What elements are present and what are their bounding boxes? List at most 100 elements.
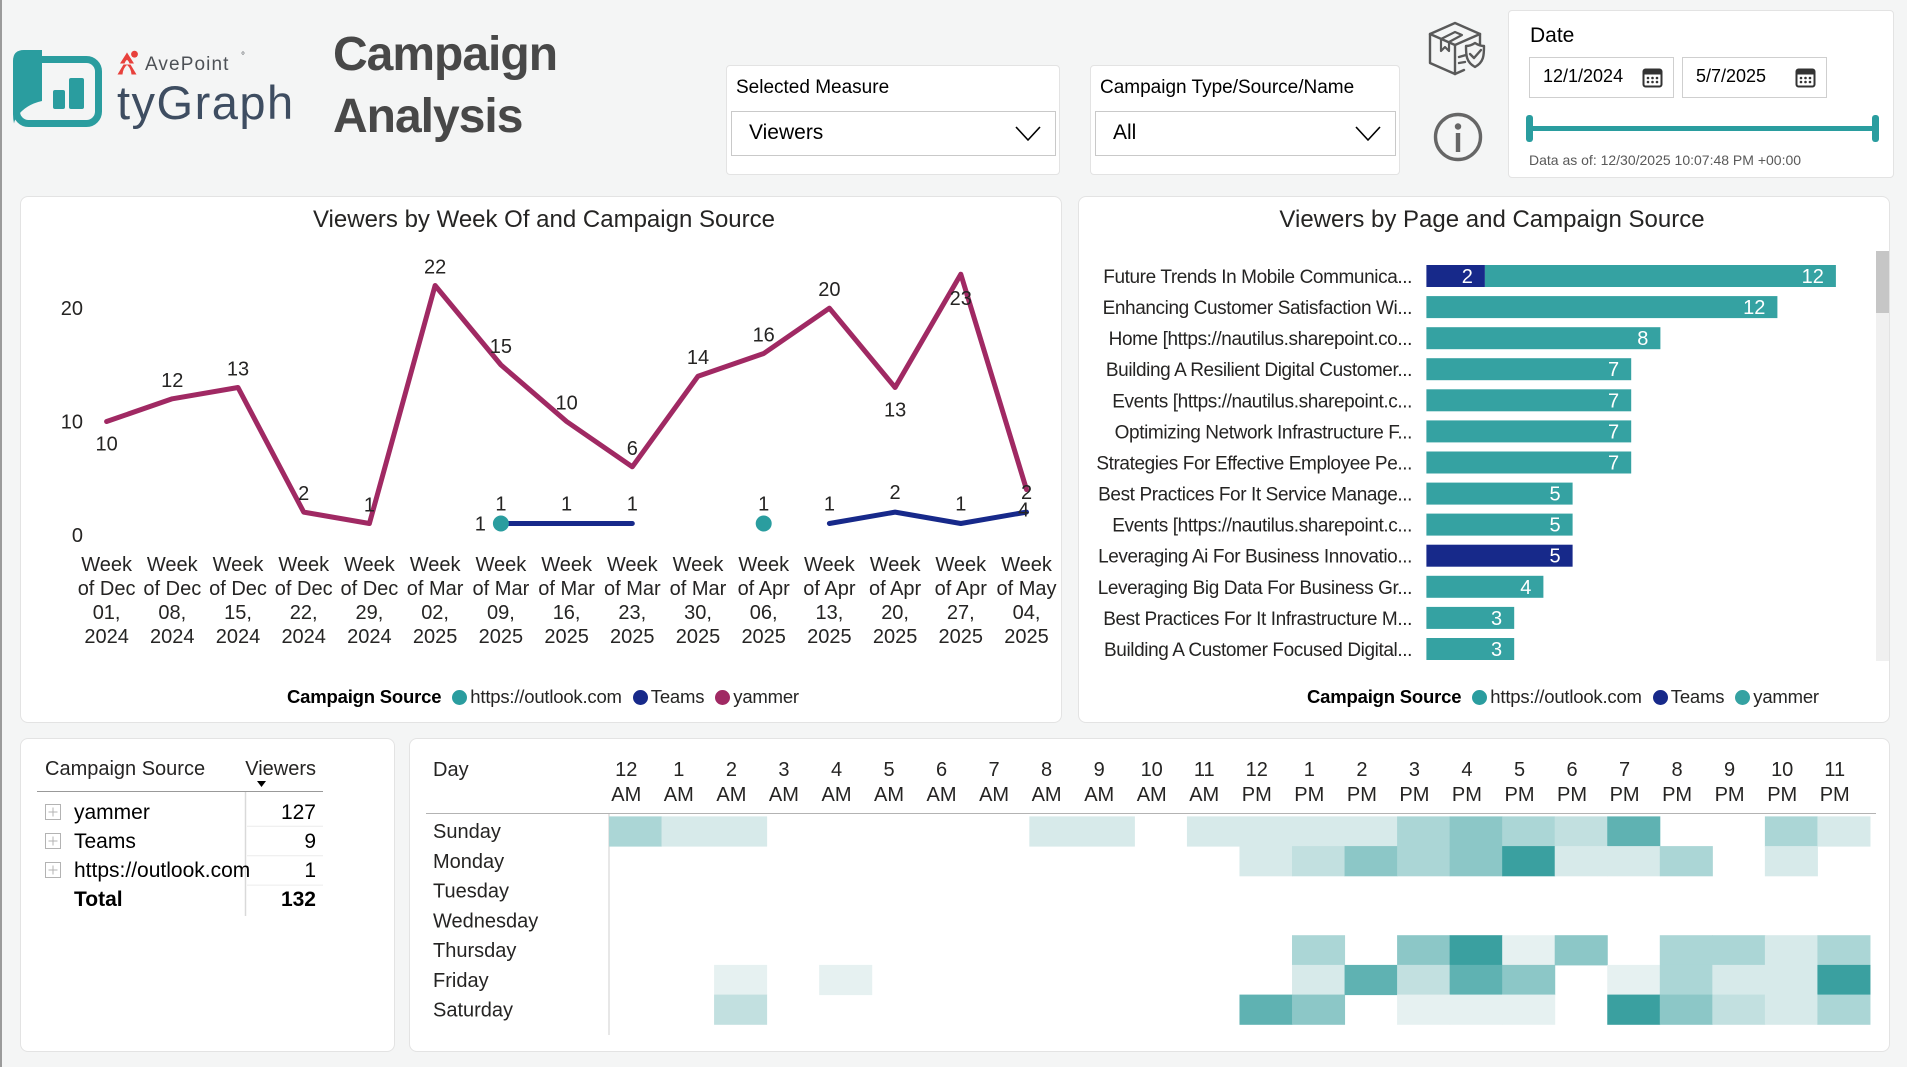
svg-text:2024: 2024 xyxy=(84,626,129,648)
svg-text:27,: 27, xyxy=(947,602,975,624)
svg-text:2025: 2025 xyxy=(610,626,655,648)
svg-text:14: 14 xyxy=(687,347,709,369)
svg-text:1: 1 xyxy=(304,859,316,882)
svg-text:2025: 2025 xyxy=(479,626,524,648)
svg-text:1: 1 xyxy=(1304,759,1315,781)
svg-text:Week: Week xyxy=(476,554,528,576)
svg-text:2024: 2024 xyxy=(150,626,195,648)
svg-text:2025: 2025 xyxy=(873,626,918,648)
svg-text:7: 7 xyxy=(1608,359,1619,381)
svg-text:AM: AM xyxy=(1137,784,1167,806)
svg-text:29,: 29, xyxy=(355,602,383,624)
svg-text:12: 12 xyxy=(1246,759,1268,781)
svg-text:Campaign Source: Campaign Source xyxy=(45,758,205,780)
svg-text:4: 4 xyxy=(1018,500,1029,522)
svg-text:Viewers by Page and Campaign S: Viewers by Page and Campaign Source xyxy=(1279,206,1704,233)
svg-text:11: 11 xyxy=(1824,759,1845,781)
svg-text:08,: 08, xyxy=(158,602,186,624)
svg-text:3: 3 xyxy=(1491,639,1502,661)
svg-text:AM: AM xyxy=(1189,784,1219,806)
svg-text:16: 16 xyxy=(753,325,775,347)
svg-text:9: 9 xyxy=(1724,759,1735,781)
svg-text:6: 6 xyxy=(1566,759,1577,781)
svg-text:Week: Week xyxy=(213,554,265,576)
svg-text:5: 5 xyxy=(883,759,894,781)
svg-text:Best Practices For It Service: Best Practices For It Service Manage... xyxy=(1098,485,1412,506)
svg-text:of Dec: of Dec xyxy=(78,578,136,600)
svg-text:Week: Week xyxy=(673,554,725,576)
svg-text:Day: Day xyxy=(433,759,469,781)
svg-text:Total: Total xyxy=(74,888,123,911)
svg-text:of Mar: of Mar xyxy=(407,578,464,600)
svg-text:Week: Week xyxy=(410,554,462,576)
svg-text:10: 10 xyxy=(61,412,83,434)
svg-text:Tuesday: Tuesday xyxy=(433,881,509,903)
svg-text:of Apr: of Apr xyxy=(803,578,856,600)
svg-text:Strategies For Effective Emplo: Strategies For Effective Employee Pe... xyxy=(1096,454,1412,475)
svg-text:of Apr: of Apr xyxy=(935,578,988,600)
svg-text:22,: 22, xyxy=(290,602,318,624)
svg-text:12: 12 xyxy=(1802,266,1824,288)
svg-text:AM: AM xyxy=(611,784,641,806)
svg-text:of Dec: of Dec xyxy=(275,578,333,600)
svg-text:3: 3 xyxy=(778,759,789,781)
svg-text:8: 8 xyxy=(1672,759,1683,781)
svg-text:AM: AM xyxy=(716,784,746,806)
svg-text:2025: 2025 xyxy=(544,626,589,648)
svg-text:2025: 2025 xyxy=(807,626,852,648)
svg-text:Wednesday: Wednesday xyxy=(433,910,538,932)
svg-text:Week: Week xyxy=(607,554,659,576)
svg-text:of Mar: of Mar xyxy=(670,578,727,600)
svg-text:Week: Week xyxy=(870,554,922,576)
svg-text:Future Trends In Mobile Commun: Future Trends In Mobile Communica... xyxy=(1103,267,1412,288)
svg-text:2: 2 xyxy=(726,759,737,781)
svg-text:10: 10 xyxy=(555,393,577,415)
svg-text:Week: Week xyxy=(1001,554,1053,576)
svg-text:127: 127 xyxy=(281,801,316,824)
svg-text:of May: of May xyxy=(996,578,1056,600)
svg-text:5: 5 xyxy=(1514,759,1525,781)
svg-text:of Apr: of Apr xyxy=(738,578,791,600)
svg-text:Best Practices For It Infrastr: Best Practices For It Infrastructure M..… xyxy=(1103,609,1412,630)
svg-text:Thursday: Thursday xyxy=(433,940,516,962)
svg-text:Home [https://nautilus.sharepo: Home [https://nautilus.sharepoint.co... xyxy=(1109,329,1412,350)
svg-text:6: 6 xyxy=(936,759,947,781)
svg-text:06,: 06, xyxy=(750,602,778,624)
svg-text:of Dec: of Dec xyxy=(340,578,398,600)
svg-text:5: 5 xyxy=(1549,484,1560,506)
svg-text:Teams: Teams xyxy=(74,830,136,853)
svg-text:Monday: Monday xyxy=(433,851,504,873)
svg-text:7: 7 xyxy=(1619,759,1630,781)
svg-text:PM: PM xyxy=(1452,784,1482,806)
svg-text:12: 12 xyxy=(161,370,183,392)
svg-text:1: 1 xyxy=(673,759,684,781)
svg-text:Week: Week xyxy=(804,554,856,576)
svg-text:Week: Week xyxy=(344,554,396,576)
svg-text:2: 2 xyxy=(298,483,309,505)
svg-text:7: 7 xyxy=(989,759,1000,781)
svg-text:PM: PM xyxy=(1557,784,1587,806)
svg-text:3: 3 xyxy=(1409,759,1420,781)
svg-text:AM: AM xyxy=(927,784,957,806)
svg-text:2025: 2025 xyxy=(676,626,721,648)
svg-text:7: 7 xyxy=(1608,453,1619,475)
svg-text:AM: AM xyxy=(979,784,1009,806)
svg-text:Viewers by Week Of and Campaig: Viewers by Week Of and Campaign Source xyxy=(313,206,775,233)
svg-text:AvePoint: AvePoint xyxy=(145,54,230,75)
svg-text:23,: 23, xyxy=(618,602,646,624)
svg-text:10: 10 xyxy=(1141,759,1163,781)
svg-text:2025: 2025 xyxy=(1004,626,1049,648)
svg-text:AM: AM xyxy=(822,784,852,806)
svg-text:2025: 2025 xyxy=(741,626,786,648)
svg-text:11: 11 xyxy=(1194,759,1215,781)
svg-text:AM: AM xyxy=(1084,784,1114,806)
svg-text:PM: PM xyxy=(1820,784,1850,806)
svg-text:1: 1 xyxy=(561,494,572,516)
svg-text:09,: 09, xyxy=(487,602,515,624)
svg-text:yammer: yammer xyxy=(74,801,150,824)
svg-text:13,: 13, xyxy=(815,602,843,624)
svg-text:PM: PM xyxy=(1399,784,1429,806)
svg-text:Week: Week xyxy=(81,554,133,576)
svg-text:9: 9 xyxy=(304,830,316,853)
svg-text:3: 3 xyxy=(1491,608,1502,630)
